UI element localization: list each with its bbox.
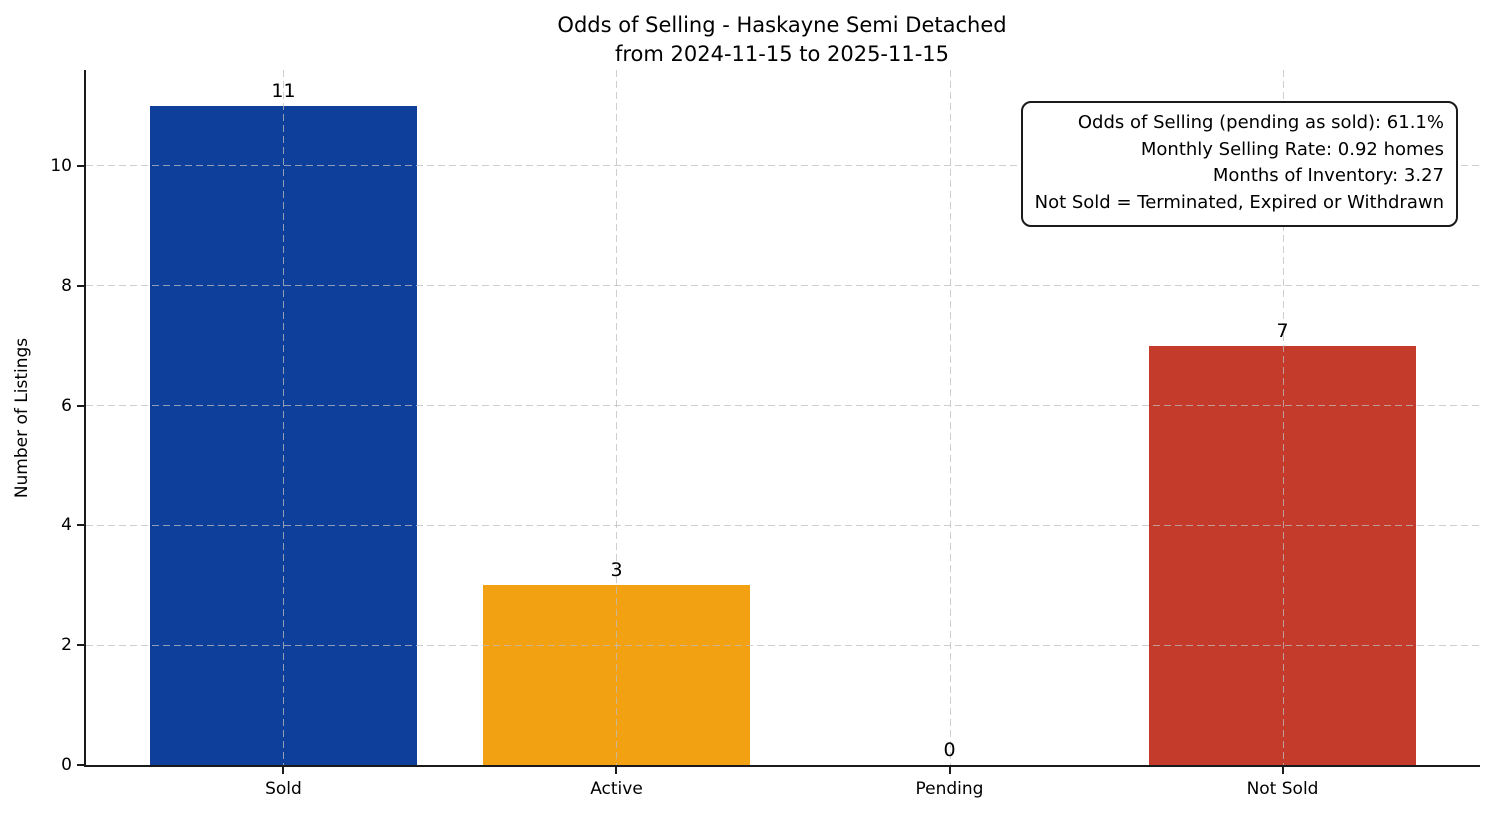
x-tick-label-active: Active: [590, 779, 643, 799]
annotation-box: Odds of Selling (pending as sold): 61.1%…: [1020, 101, 1458, 227]
h-gridline: [86, 285, 1480, 287]
bar-value-label: 0: [943, 739, 956, 761]
y-tick: [77, 764, 84, 766]
x-tick-label-pending: Pending: [915, 779, 984, 799]
x-tick: [948, 767, 951, 774]
bar-value-label: 3: [610, 559, 623, 582]
x-tick-label-sold: Sold: [265, 779, 302, 799]
annotation-line-notsold: Not Sold = Terminated, Expired or Withdr…: [1034, 191, 1444, 213]
y-tick-label: 10: [50, 155, 72, 176]
y-tick: [77, 404, 84, 407]
annotation-line-odds: Odds of Selling (pending as sold): 61.1%: [1077, 112, 1444, 133]
y-tick: [77, 284, 84, 287]
v-gridline: [283, 70, 285, 765]
x-tick: [1281, 767, 1284, 774]
x-tick: [282, 767, 285, 774]
bar-value-label: 11: [271, 79, 296, 102]
h-gridline: [86, 644, 1480, 646]
x-tick-label-not-sold: Not Sold: [1246, 779, 1319, 799]
h-gridline: [86, 405, 1480, 407]
h-gridline: [86, 524, 1480, 526]
chart-title-line1: Odds of Selling - Haskayne Semi Detached: [557, 13, 1007, 37]
y-axis-label: Number of Listings: [12, 337, 32, 499]
v-gridline: [1282, 70, 1284, 765]
y-tick: [77, 524, 84, 527]
y-tick-label: 0: [61, 755, 72, 775]
y-tick-label: 2: [61, 635, 72, 656]
v-gridline: [949, 70, 951, 765]
y-tick-label: 4: [61, 515, 72, 536]
annotation-line-inventory: Months of Inventory: 3.27: [1212, 165, 1444, 186]
chart-title-line2: from 2024-11-15 to 2025-11-15: [614, 42, 950, 66]
y-tick: [77, 644, 84, 647]
v-gridline: [616, 70, 618, 765]
x-tick: [615, 767, 618, 774]
annotation-line-rate: Monthly Selling Rate: 0.92 homes: [1140, 138, 1444, 160]
h-gridline: [86, 165, 1480, 167]
y-tick: [77, 164, 84, 167]
y-tick-label: 6: [61, 395, 72, 416]
plot-area: 0 2 4 6 8 10 Sold Active Pending Not Sold 11 3 0 7: [50, 70, 1480, 799]
bar-value-label: 7: [1276, 319, 1289, 342]
chart-title: Odds of Selling - Haskayne Semi Detached…: [84, 11, 1480, 69]
y-tick-label: 8: [61, 275, 72, 296]
